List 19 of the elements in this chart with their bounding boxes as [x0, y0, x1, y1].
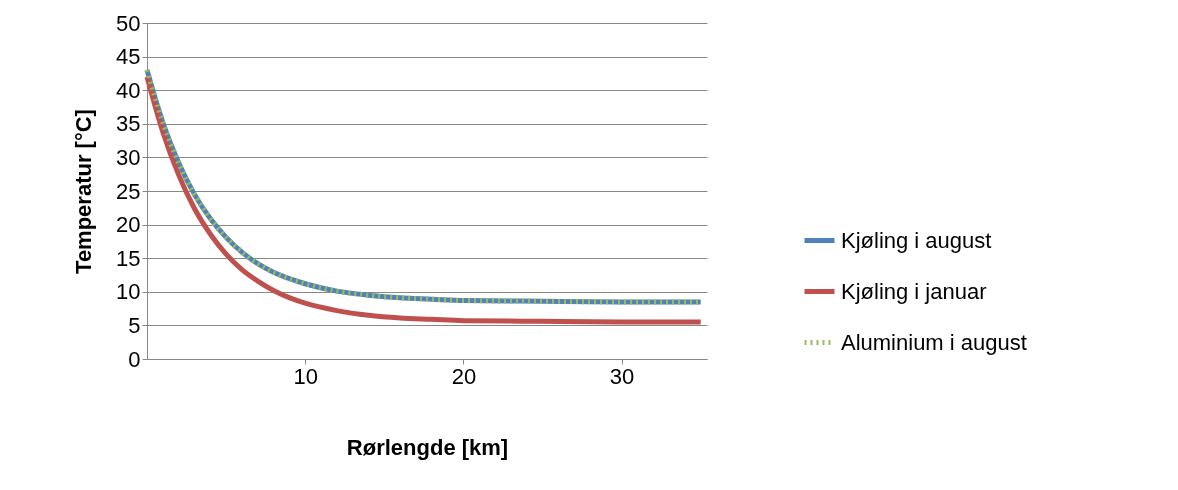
y-tick-label: 15: [116, 245, 141, 271]
x-tick-label: 10: [293, 363, 318, 389]
y-tick-label: 35: [116, 111, 141, 137]
x-tick-label: 20: [451, 363, 477, 389]
x-axis-title: Rørlengde [km]: [346, 434, 509, 460]
y-axis-title: Temperatur [°C]: [71, 109, 97, 274]
y-tick-label: 25: [116, 178, 141, 204]
y-tick-label: 10: [116, 279, 141, 305]
y-tick-label: 20: [116, 212, 141, 238]
y-tick-label: 30: [116, 144, 141, 170]
legend-label: Kjøling i august: [841, 227, 992, 253]
legend-label: Kjøling i januar: [841, 278, 987, 304]
y-tick-label: 0: [128, 346, 141, 372]
y-tick-label: 45: [116, 44, 141, 70]
y-tick-label: 40: [116, 77, 141, 103]
y-tick-label: 5: [128, 312, 141, 338]
x-tick-label: 30: [609, 363, 635, 389]
y-tick-label: 50: [116, 10, 141, 36]
legend-label: Aluminium i august: [841, 329, 1027, 355]
